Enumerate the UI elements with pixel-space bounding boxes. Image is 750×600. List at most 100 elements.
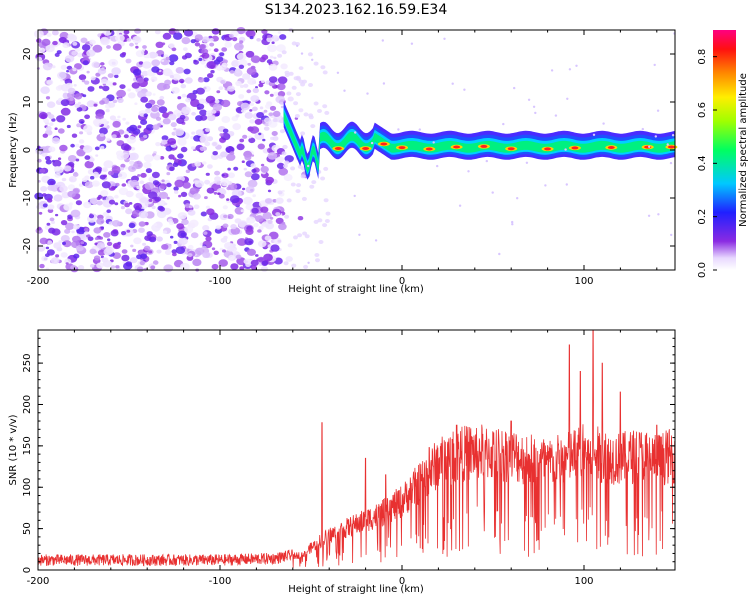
noise-blob	[202, 251, 211, 258]
noise-blob	[221, 47, 228, 52]
x-tick-label: 100	[574, 576, 593, 587]
noise-blob	[152, 52, 159, 58]
noise-blob	[184, 77, 193, 84]
noise-blob	[213, 180, 217, 184]
noise-blob	[234, 207, 244, 215]
noise-blob	[74, 47, 81, 53]
noise-blob	[89, 264, 95, 268]
noise-dot	[397, 128, 400, 131]
noise-blob	[60, 79, 64, 82]
noise-blob	[71, 230, 75, 234]
noise-blob	[234, 68, 241, 74]
noise-blob	[86, 70, 90, 74]
noise-blob	[89, 39, 96, 45]
noise-blob	[324, 110, 330, 115]
noise-blob	[106, 209, 111, 213]
noise-blob	[239, 84, 244, 88]
noise-blob	[88, 214, 95, 219]
noise-blob	[82, 60, 89, 66]
noise-blob	[295, 92, 301, 97]
noise-blob	[60, 107, 71, 116]
noise-blob	[273, 56, 277, 60]
noise-blob	[199, 146, 205, 151]
noise-blob	[183, 29, 194, 37]
noise-blob	[314, 253, 320, 257]
noise-blob	[324, 219, 330, 223]
noise-dot	[653, 63, 656, 67]
noise-blob	[229, 70, 235, 74]
noise-blob	[90, 76, 96, 81]
noise-blob	[244, 154, 252, 161]
noise-blob	[140, 172, 147, 178]
noise-dot	[592, 133, 596, 136]
noise-blob	[49, 180, 55, 185]
noise-blob	[81, 177, 88, 182]
noise-blob	[152, 260, 159, 265]
noise-blob	[148, 236, 157, 243]
noise-blob	[179, 114, 186, 120]
noise-blob	[196, 87, 205, 95]
noise-blob	[249, 126, 260, 134]
noise-blob	[240, 102, 250, 111]
noise-blob	[174, 190, 179, 194]
spectrogram-x-label: Height of straight line (km)	[288, 284, 424, 295]
noise-blob	[112, 82, 117, 86]
noise-blob	[203, 77, 210, 83]
noise-dot	[525, 161, 529, 164]
signal-peak-core	[507, 147, 515, 151]
noise-blob	[121, 249, 128, 254]
noise-blob	[186, 255, 194, 261]
noise-blob	[156, 210, 167, 219]
noise-blob	[142, 45, 147, 49]
noise-blob	[159, 191, 169, 199]
noise-blob	[190, 39, 196, 44]
noise-blob	[255, 86, 258, 89]
noise-blob	[189, 187, 199, 195]
noise-blob	[206, 187, 215, 194]
noise-blob	[221, 62, 228, 68]
noise-blob	[132, 68, 142, 76]
noise-blob	[84, 181, 94, 189]
noise-blob	[137, 90, 147, 99]
noise-blob	[260, 266, 268, 272]
noise-blob	[267, 189, 272, 193]
noise-blob	[70, 264, 77, 271]
noise-blob	[205, 172, 210, 176]
noise-blob	[145, 102, 153, 109]
noise-blob	[175, 246, 186, 254]
noise-blob	[112, 99, 118, 104]
noise-blob	[174, 128, 185, 137]
noise-blob	[190, 232, 199, 239]
noise-blob	[249, 102, 254, 106]
noise-blob	[248, 137, 256, 144]
noise-blob	[267, 44, 277, 53]
noise-blob	[83, 201, 92, 209]
noise-blob	[206, 114, 216, 122]
noise-blob	[36, 204, 42, 210]
noise-blob	[283, 261, 289, 266]
snr-x-label: Height of straight line (km)	[288, 584, 424, 595]
noise-blob	[177, 137, 187, 146]
noise-blob	[205, 95, 216, 104]
noise-blob	[45, 159, 52, 165]
noise-blob	[269, 105, 277, 111]
noise-blob	[296, 77, 302, 81]
noise-blob	[96, 262, 104, 269]
noise-blob	[161, 139, 168, 145]
noise-blob	[159, 183, 167, 189]
noise-blob	[46, 32, 52, 38]
noise-blob	[273, 91, 280, 97]
noise-blob	[189, 219, 199, 228]
noise-blob	[75, 158, 80, 162]
noise-blob	[165, 56, 170, 61]
y-tick-label: 100	[22, 478, 33, 497]
noise-blob	[210, 70, 215, 74]
noise-dot	[568, 68, 572, 71]
noise-blob	[121, 52, 127, 56]
noise-blob	[205, 236, 212, 242]
noise-blob	[155, 142, 161, 147]
noise-blob	[38, 112, 48, 120]
noise-blob	[128, 165, 137, 173]
signal-band	[283, 108, 675, 175]
